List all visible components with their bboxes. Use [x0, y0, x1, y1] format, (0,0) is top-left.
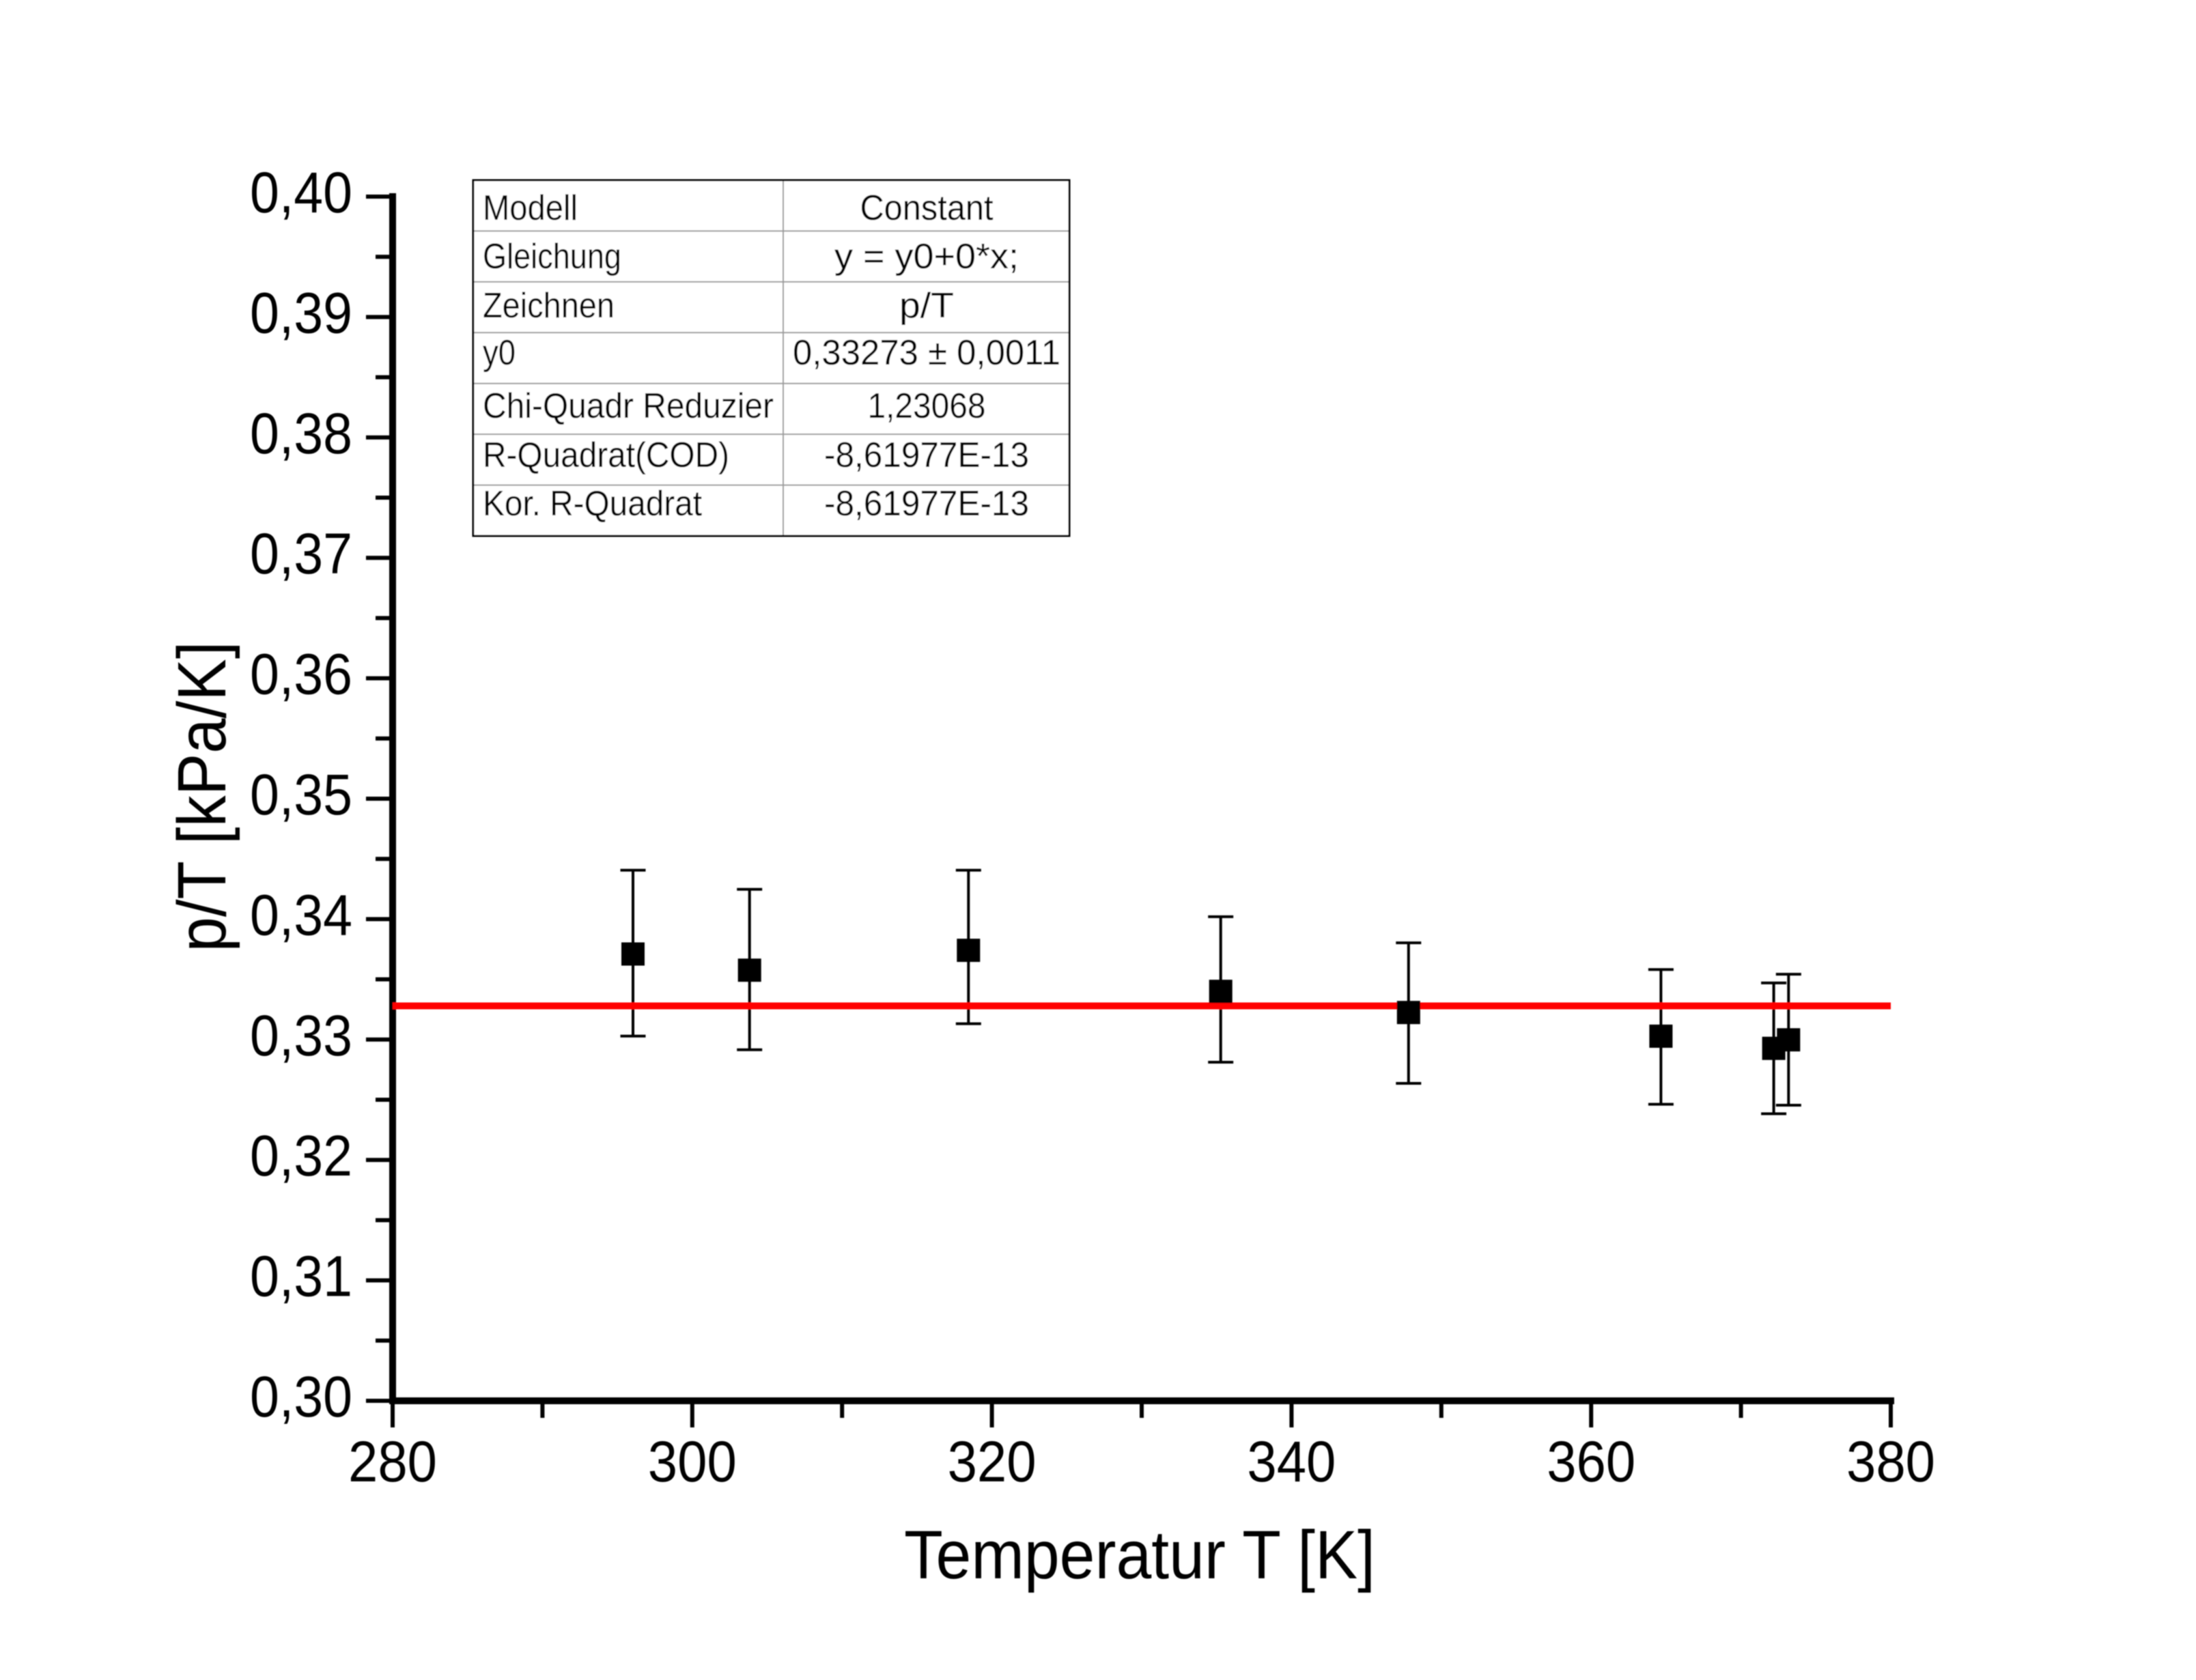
svg-text:0,36: 0,36 [250, 642, 352, 707]
svg-text:320: 320 [948, 1429, 1037, 1494]
svg-text:Modell: Modell [483, 188, 578, 228]
svg-text:0,39: 0,39 [250, 281, 352, 345]
svg-text:y0: y0 [483, 333, 516, 373]
svg-text:Zeichnen: Zeichnen [483, 286, 615, 326]
svg-text:280: 280 [348, 1429, 437, 1494]
svg-text:-8,61977E-13: -8,61977E-13 [824, 484, 1029, 524]
svg-text:1,23068: 1,23068 [868, 386, 986, 426]
svg-text:y = y0+0*x;: y = y0+0*x; [834, 237, 1019, 276]
svg-text:p/T: p/T [899, 286, 954, 326]
svg-text:Kor. R-Quadrat: Kor. R-Quadrat [483, 484, 702, 524]
svg-text:0,37: 0,37 [250, 522, 352, 586]
svg-text:0,38: 0,38 [250, 401, 352, 466]
svg-text:Temperatur T [K]: Temperatur T [K] [904, 1517, 1375, 1593]
svg-text:0,40: 0,40 [250, 160, 352, 225]
svg-text:0,33273 ± 0,0011: 0,33273 ± 0,0011 [793, 333, 1060, 373]
svg-text:0,31: 0,31 [250, 1244, 352, 1309]
svg-text:340: 340 [1247, 1429, 1336, 1494]
svg-text:380: 380 [1846, 1429, 1935, 1494]
svg-text:R-Quadrat(COD): R-Quadrat(COD) [483, 436, 729, 475]
svg-text:Constant: Constant [860, 188, 994, 228]
svg-text:Chi-Quadr Reduzier: Chi-Quadr Reduzier [483, 386, 774, 426]
svg-text:0,33: 0,33 [250, 1003, 352, 1068]
svg-text:0,30: 0,30 [250, 1365, 352, 1429]
svg-text:0,35: 0,35 [250, 763, 352, 827]
svg-text:0,34: 0,34 [250, 883, 352, 947]
svg-text:Gleichung: Gleichung [483, 237, 621, 276]
svg-text:300: 300 [648, 1429, 737, 1494]
svg-text:0,32: 0,32 [250, 1124, 352, 1188]
svg-text:p/T [kPa/K]: p/T [kPa/K] [164, 642, 240, 952]
svg-text:-8,61977E-13: -8,61977E-13 [824, 436, 1029, 475]
svg-text:360: 360 [1547, 1429, 1635, 1494]
